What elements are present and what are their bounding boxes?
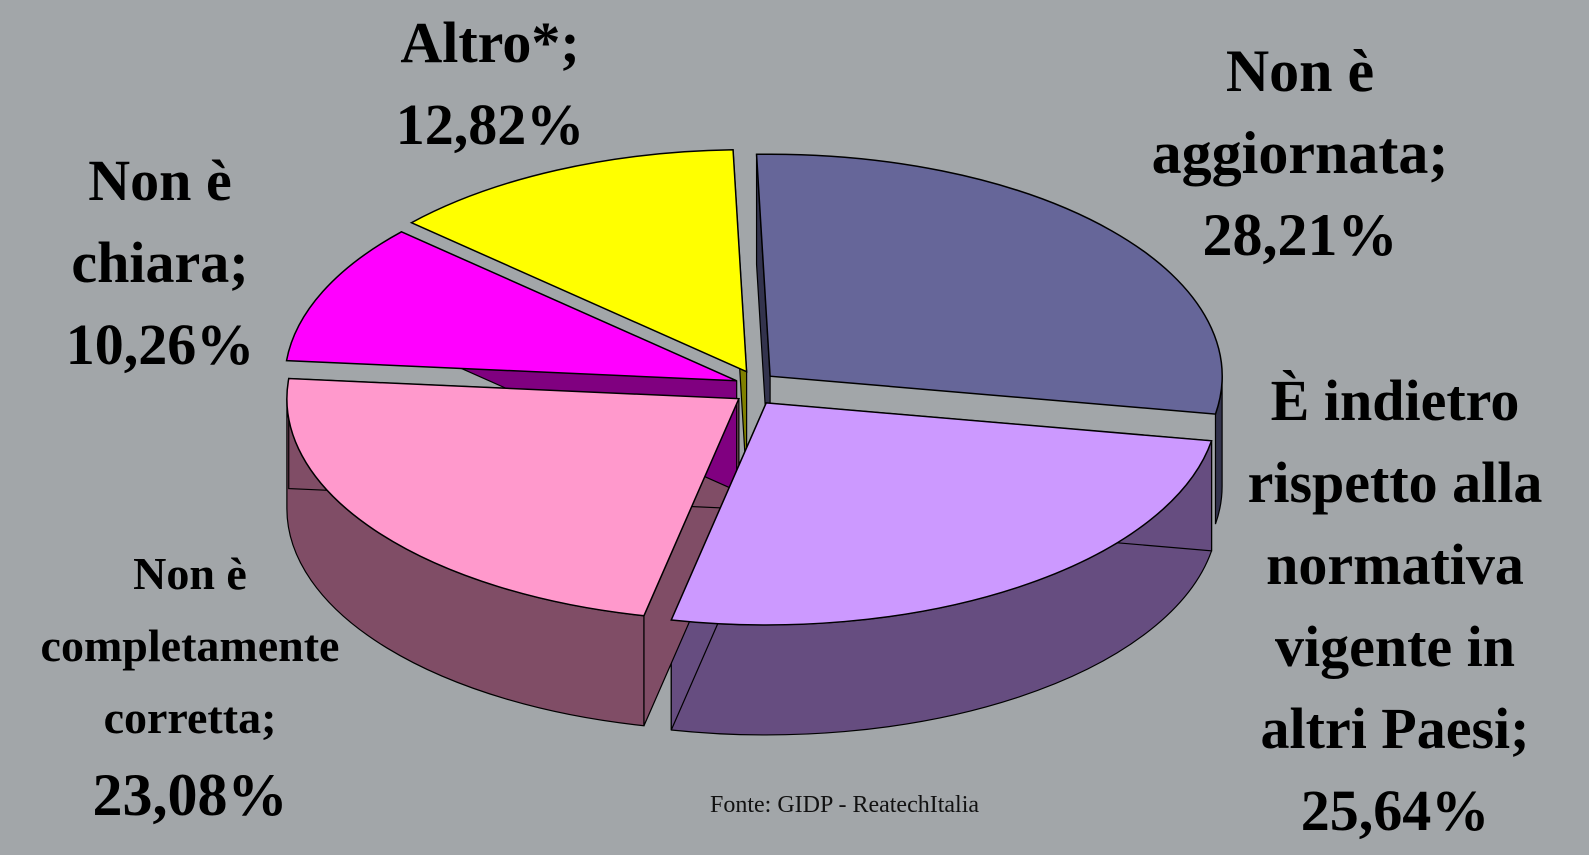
category-name: Altro*; <box>400 10 580 75</box>
slice-label: Altro*; 12,82% <box>360 2 620 166</box>
category-name: È indietro rispetto alla normativa vigen… <box>1247 368 1543 761</box>
value-label: 25,64% <box>1300 778 1490 843</box>
source-note: Fonte: GIDP - ReatechItalia <box>710 792 980 818</box>
slice <box>409 148 748 373</box>
slice-label: È indietro rispetto alla normativa vigen… <box>1215 360 1575 852</box>
category-name: Non è chiara; <box>71 148 249 295</box>
slice-label: Non è completamente corretta; 23,08% <box>0 538 380 836</box>
slice <box>755 153 1223 415</box>
slice <box>286 377 741 617</box>
slice-label: Non è chiara; 10,26% <box>30 140 290 386</box>
slice <box>285 231 737 382</box>
value-label: 12,82% <box>395 92 585 157</box>
value-label: 10,26% <box>65 312 255 377</box>
category-name: Non è completamente corretta; <box>40 548 340 743</box>
category-name: Non è aggiornata; <box>1151 38 1449 186</box>
value-label: 28,21% <box>1202 202 1398 268</box>
slice <box>670 402 1213 626</box>
value-label: 23,08% <box>92 762 288 828</box>
slice-label: Non è aggiornata; 28,21% <box>1110 30 1490 276</box>
